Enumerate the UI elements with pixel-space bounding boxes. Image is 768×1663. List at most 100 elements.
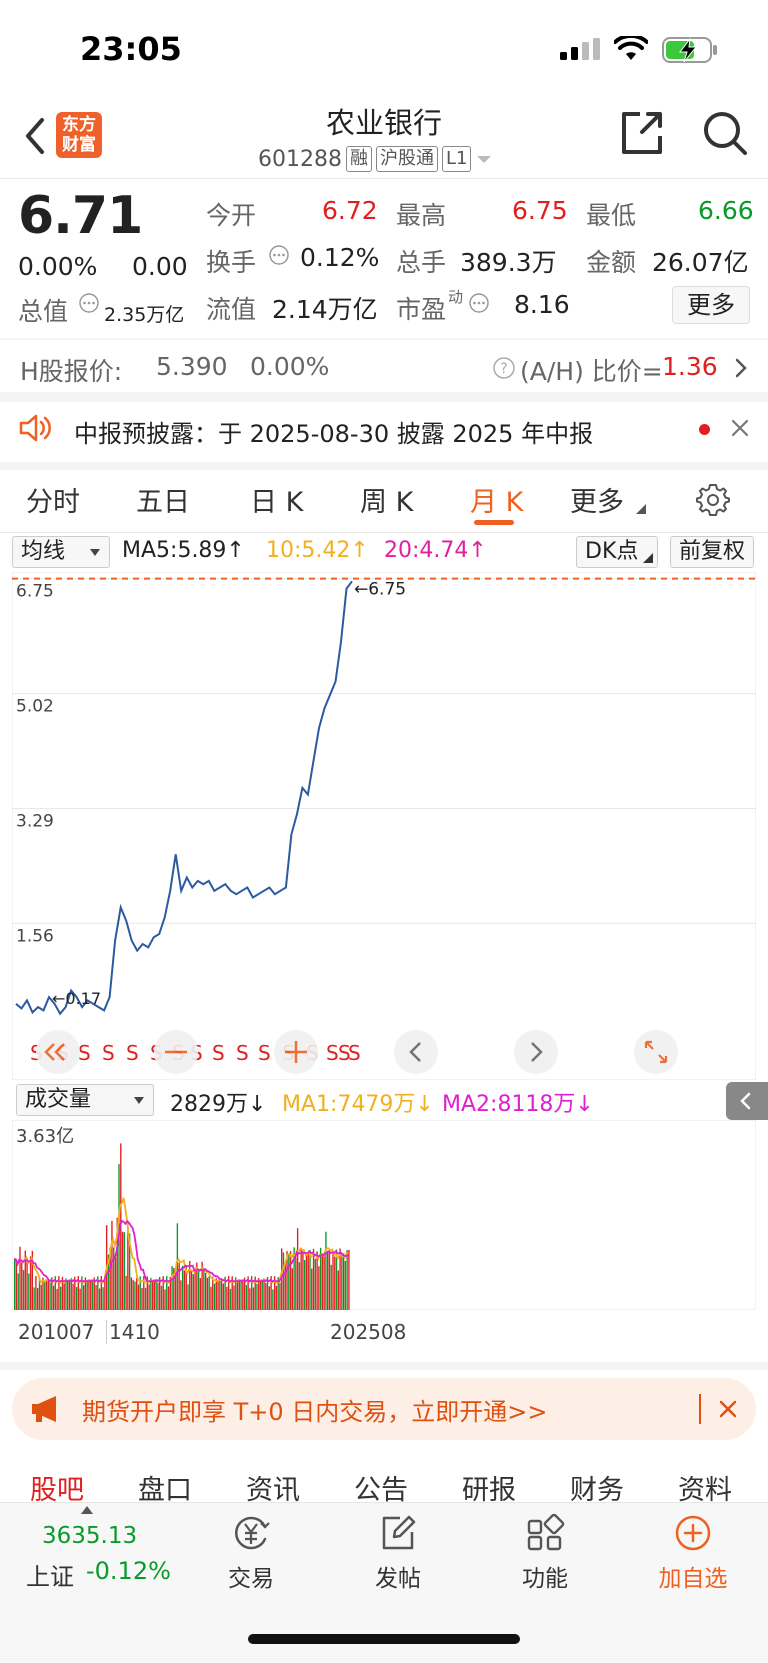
volume-bar xyxy=(68,1280,71,1310)
tab-news[interactable]: 资讯 xyxy=(246,1475,300,1502)
volume-value: 389.3万 xyxy=(460,248,557,277)
volume-bar xyxy=(247,1276,249,1310)
post-label: 发帖 xyxy=(375,1566,421,1592)
volume-bar xyxy=(107,1254,110,1310)
tab-announcements[interactable]: 公告 xyxy=(354,1475,408,1502)
info-dots-icon[interactable] xyxy=(78,292,100,314)
period-tabs: 分时 五日 日 K 周 K 月 K 更多 xyxy=(0,470,768,526)
volume-bar xyxy=(148,1284,150,1310)
settings-gear-icon[interactable] xyxy=(696,482,730,516)
volume-bar xyxy=(100,1276,103,1310)
search-icon[interactable] xyxy=(702,110,748,156)
volume-bar xyxy=(279,1282,281,1310)
add-watchlist-button[interactable]: 加自选 xyxy=(638,1513,748,1593)
volume-max-label: 3.63亿 xyxy=(16,1126,74,1147)
volume-bar xyxy=(22,1270,25,1310)
volume-bar xyxy=(286,1251,288,1310)
volume-bar xyxy=(215,1278,217,1310)
notice-text[interactable]: 中报预披露：于 2025-08-30 披露 2025 年中报 xyxy=(74,420,594,448)
volume-bar xyxy=(38,1276,41,1310)
volume-bar xyxy=(49,1282,51,1310)
price-line-chart[interactable]: 6.755.023.291.56 ←6.75 ←0.17 SSSSSSSSSSS… xyxy=(12,572,756,1080)
volume-bar xyxy=(173,1267,175,1310)
volume-bar xyxy=(17,1273,19,1310)
fullscreen-button[interactable] xyxy=(634,1030,678,1074)
volume-bar xyxy=(298,1262,301,1310)
volume-bar xyxy=(348,1249,350,1310)
volume-indicator-select[interactable]: 成交量 xyxy=(16,1084,154,1116)
tag-level: L1 xyxy=(441,146,472,172)
adjust-button[interactable]: 前复权 xyxy=(670,536,754,568)
volume-bar xyxy=(187,1284,189,1310)
volume-bar xyxy=(70,1278,72,1310)
tab-intraday[interactable]: 分时 xyxy=(26,487,80,518)
low-label: 最低 xyxy=(586,201,637,230)
volume-bar xyxy=(19,1246,21,1310)
volume-bar xyxy=(139,1276,141,1310)
ah-ratio-label: (A/H) 比价= xyxy=(520,357,663,386)
volume-bar xyxy=(47,1279,49,1310)
app-logo[interactable]: 东方 财富 xyxy=(56,112,102,158)
back-chevron-icon[interactable] xyxy=(16,112,56,160)
info-dots-icon[interactable] xyxy=(468,292,490,314)
trade-label: 交易 xyxy=(228,1566,274,1592)
volume-bar xyxy=(325,1231,327,1310)
scroll-right-button[interactable] xyxy=(514,1030,558,1074)
volume-ma2: MA2:8118万↓ xyxy=(442,1092,594,1117)
volume-bar xyxy=(143,1276,145,1310)
dk-point-button[interactable]: DK点 xyxy=(576,536,658,568)
stock-subtitle[interactable]: 601288 融 沪股通 L1 xyxy=(258,146,493,172)
volume-bar xyxy=(136,1277,138,1310)
volume-bar xyxy=(24,1250,26,1310)
ma5-value: MA5:5.89↑ xyxy=(122,538,245,563)
volume-bar xyxy=(153,1279,156,1310)
collapse-panel-button[interactable] xyxy=(726,1082,768,1120)
help-question-icon[interactable]: ? xyxy=(492,356,516,380)
tab-profile[interactable]: 资料 xyxy=(678,1475,732,1502)
tab-weekly-k[interactable]: 周 K xyxy=(360,487,414,518)
volume-bar xyxy=(128,1233,131,1310)
volume-bar-chart[interactable]: 3.63亿 xyxy=(12,1120,756,1310)
futures-promo-banner[interactable]: 期货开户即享 T+0 日内交易，立即开通>> xyxy=(12,1378,756,1440)
volume-bar xyxy=(65,1278,67,1310)
tab-research[interactable]: 研报 xyxy=(462,1475,516,1502)
tab-daily-k[interactable]: 日 K xyxy=(250,487,304,518)
post-button[interactable]: 发帖 xyxy=(343,1513,453,1593)
functions-button[interactable]: 功能 xyxy=(490,1513,600,1593)
volume-bar xyxy=(229,1288,232,1310)
hshare-price: 5.390 xyxy=(156,352,228,381)
fast-back-button[interactable] xyxy=(36,1030,80,1074)
tab-more[interactable]: 更多 xyxy=(570,487,624,518)
sell-marker: S xyxy=(348,1041,361,1065)
volume-bar xyxy=(334,1256,336,1310)
functions-label: 功能 xyxy=(522,1566,568,1592)
volume-bar xyxy=(40,1284,42,1310)
more-quote-button[interactable]: 更多 xyxy=(672,286,750,324)
turnover-value: 0.12% xyxy=(300,243,380,272)
index-value[interactable]: 3635.13 xyxy=(42,1523,138,1549)
logo-line2: 财富 xyxy=(62,135,96,155)
close-icon[interactable] xyxy=(718,1399,738,1419)
scroll-left-button[interactable] xyxy=(394,1030,438,1074)
indicator-select[interactable]: 均线 xyxy=(12,536,110,568)
tab-guba[interactable]: 股吧 xyxy=(30,1475,84,1502)
change-amount: 0.00 xyxy=(132,252,188,281)
volume-bar xyxy=(314,1258,316,1310)
info-dots-icon[interactable] xyxy=(268,244,290,266)
section-tabs: 股吧 盘口 资讯 公告 研报 财务 资料 xyxy=(0,1468,768,1502)
volume-bar xyxy=(95,1285,97,1310)
trade-button[interactable]: 交易 xyxy=(196,1513,306,1593)
tab-monthly-k[interactable]: 月 K xyxy=(470,487,524,518)
volume-bar xyxy=(150,1277,152,1310)
tab-five-day[interactable]: 五日 xyxy=(136,487,190,518)
volume-bar xyxy=(54,1276,57,1310)
volume-bar xyxy=(261,1280,263,1310)
share-icon[interactable] xyxy=(618,110,664,156)
tab-pankou[interactable]: 盘口 xyxy=(138,1475,192,1502)
tab-financials[interactable]: 财务 xyxy=(570,1475,624,1502)
chevron-right-icon[interactable] xyxy=(732,356,750,380)
volume-bar xyxy=(256,1284,258,1310)
close-icon[interactable] xyxy=(730,418,750,438)
volume-bar xyxy=(28,1273,30,1310)
banner-divider xyxy=(699,1394,701,1424)
